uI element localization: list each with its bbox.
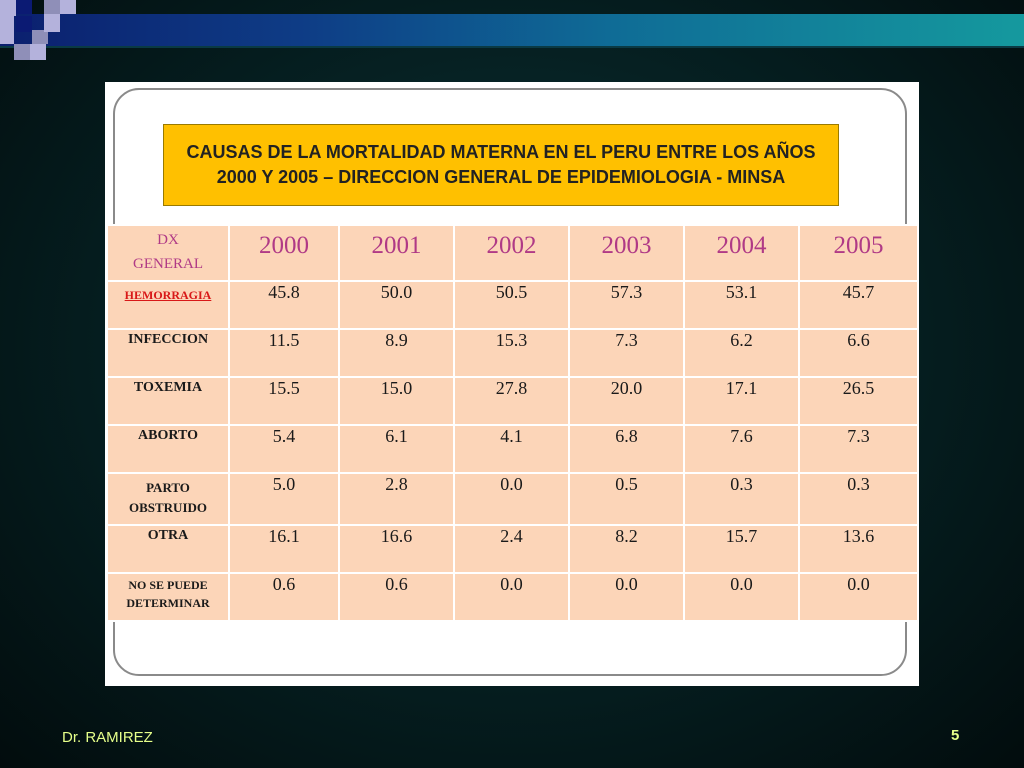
- table-cell: 0.0: [683, 572, 800, 622]
- table-row: PARTO OBSTRUIDO 5.0 2.8 0.0 0.5 0.3 0.3: [106, 472, 919, 526]
- decor-square: [60, 0, 76, 14]
- row-label: INFECCION: [106, 328, 230, 378]
- table-cell: 16.1: [228, 524, 340, 574]
- slide-number: 5: [951, 727, 960, 744]
- table-cell: 17.1: [683, 376, 800, 426]
- table-cell: 26.5: [798, 376, 919, 426]
- table-row: HEMORRAGIA 45.8 50.0 50.5 57.3 53.1 45.7: [106, 280, 919, 330]
- table-cell: 50.5: [453, 280, 570, 330]
- title-box: CAUSAS DE LA MORTALIDAD MATERNA EN EL PE…: [163, 124, 839, 206]
- slide-content: CAUSAS DE LA MORTALIDAD MATERNA EN EL PE…: [105, 82, 919, 686]
- slide-title: CAUSAS DE LA MORTALIDAD MATERNA EN EL PE…: [186, 142, 816, 187]
- table-cell: 5.0: [228, 472, 340, 526]
- table-cell: 15.5: [228, 376, 340, 426]
- table-row: INFECCION 11.5 8.9 15.3 7.3 6.2 6.6: [106, 328, 919, 378]
- table-cell: 57.3: [568, 280, 685, 330]
- table-cell: 2.8: [338, 472, 455, 526]
- decor-square: [0, 0, 16, 16]
- decor-square: [30, 44, 46, 60]
- table-cell: 8.9: [338, 328, 455, 378]
- table-cell: 0.3: [798, 472, 919, 526]
- year-header: 2001: [338, 224, 455, 282]
- table-cell: 0.5: [568, 472, 685, 526]
- year-header: 2004: [683, 224, 800, 282]
- table-cell: 0.0: [453, 572, 570, 622]
- footer-author: Dr. RAMIREZ: [62, 729, 153, 746]
- table-cell: 45.7: [798, 280, 919, 330]
- decor-square: [14, 44, 30, 60]
- dx-general-header: DX GENERAL: [106, 224, 230, 282]
- mortality-table: DX GENERAL 2000 2001 2002 2003 2004 2005…: [106, 224, 919, 622]
- table-cell: 0.3: [683, 472, 800, 526]
- row-label: NO SE PUEDE DETERMINAR: [106, 572, 230, 622]
- table-cell: 15.7: [683, 524, 800, 574]
- table-cell: 16.6: [338, 524, 455, 574]
- header-divider: [0, 46, 1024, 48]
- decor-square: [44, 14, 60, 32]
- table-cell: 5.4: [228, 424, 340, 474]
- year-header: 2000: [228, 224, 340, 282]
- header-gradient-bar: [0, 14, 1024, 46]
- table-cell: 11.5: [228, 328, 340, 378]
- table-cell: 6.1: [338, 424, 455, 474]
- table-cell: 2.4: [453, 524, 570, 574]
- table-cell: 8.2: [568, 524, 685, 574]
- table-cell: 53.1: [683, 280, 800, 330]
- table-cell: 20.0: [568, 376, 685, 426]
- row-label: PARTO OBSTRUIDO: [106, 472, 230, 526]
- year-header: 2002: [453, 224, 570, 282]
- table-header-row: DX GENERAL 2000 2001 2002 2003 2004 2005: [106, 224, 919, 282]
- table-cell: 6.8: [568, 424, 685, 474]
- decor-square: [44, 0, 60, 14]
- table-cell: 0.6: [228, 572, 340, 622]
- table-cell: 0.0: [798, 572, 919, 622]
- table-cell: 15.0: [338, 376, 455, 426]
- decor-square: [16, 0, 32, 14]
- year-header: 2003: [568, 224, 685, 282]
- row-label: HEMORRAGIA: [106, 280, 230, 330]
- table-cell: 45.8: [228, 280, 340, 330]
- table-cell: 0.0: [568, 572, 685, 622]
- table-cell: 7.6: [683, 424, 800, 474]
- row-label: TOXEMIA: [106, 376, 230, 426]
- table-cell: 13.6: [798, 524, 919, 574]
- table-cell: 7.3: [798, 424, 919, 474]
- table-cell: 15.3: [453, 328, 570, 378]
- table-row: OTRA 16.1 16.6 2.4 8.2 15.7 13.6: [106, 524, 919, 574]
- table-cell: 7.3: [568, 328, 685, 378]
- row-label: OTRA: [106, 524, 230, 574]
- decor-square: [0, 16, 14, 44]
- table-cell: 0.6: [338, 572, 455, 622]
- table-cell: 27.8: [453, 376, 570, 426]
- table-cell: 6.2: [683, 328, 800, 378]
- year-header: 2005: [798, 224, 919, 282]
- decor-square: [32, 30, 48, 44]
- row-label: ABORTO: [106, 424, 230, 474]
- table-row: NO SE PUEDE DETERMINAR 0.6 0.6 0.0 0.0 0…: [106, 572, 919, 622]
- table-row: TOXEMIA 15.5 15.0 27.8 20.0 17.1 26.5: [106, 376, 919, 426]
- table-cell: 6.6: [798, 328, 919, 378]
- decor-square: [16, 16, 32, 32]
- table-row: ABORTO 5.4 6.1 4.1 6.8 7.6 7.3: [106, 424, 919, 474]
- table-cell: 4.1: [453, 424, 570, 474]
- table-cell: 0.0: [453, 472, 570, 526]
- table-cell: 50.0: [338, 280, 455, 330]
